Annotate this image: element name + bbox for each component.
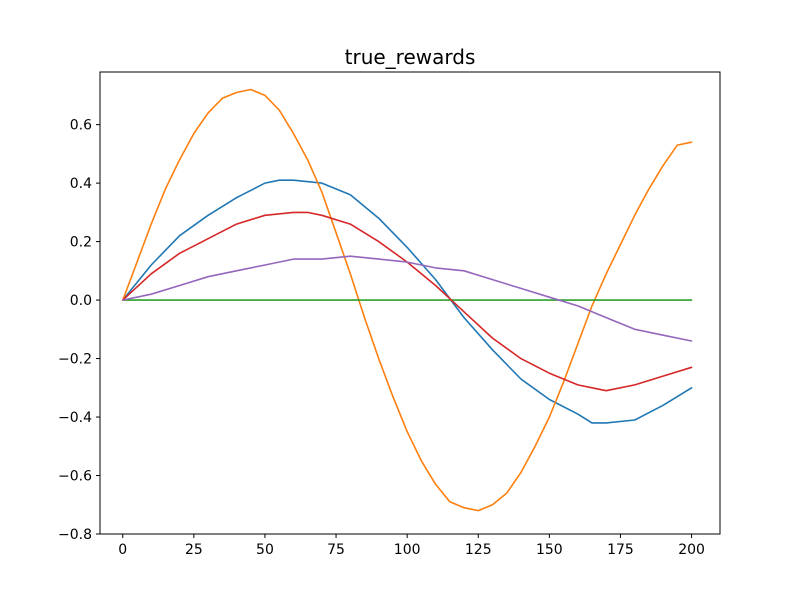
x-axis-ticks: 0 25 50 75 100 125 150 175 200 xyxy=(118,534,705,558)
chart-title: true_rewards xyxy=(345,45,476,69)
x-tick-label: 200 xyxy=(678,542,705,558)
x-tick-label: 75 xyxy=(327,542,345,558)
x-tick-label: 0 xyxy=(118,542,127,558)
y-tick-label: −0.6 xyxy=(58,469,92,485)
y-tick-label: 0.6 xyxy=(70,118,92,134)
x-tick-label: 125 xyxy=(465,542,492,558)
y-axis-ticks: −0.8 −0.6 −0.4 −0.2 0.0 0.2 0.4 0.6 xyxy=(58,118,100,543)
plot-area-frame xyxy=(99,71,721,535)
series-line-5 xyxy=(122,255,693,342)
y-tick-label: 0.0 xyxy=(70,293,92,309)
x-tick-label: 150 xyxy=(536,542,563,558)
x-tick-label: 25 xyxy=(185,542,203,558)
y-tick-label: 0.4 xyxy=(70,176,92,192)
series-line-2 xyxy=(122,88,693,512)
y-tick-label: −0.8 xyxy=(58,527,92,543)
y-tick-label: 0.2 xyxy=(70,235,92,251)
series-line-1 xyxy=(122,179,693,424)
x-tick-label: 50 xyxy=(256,542,274,558)
y-tick-label: −0.4 xyxy=(58,410,92,426)
x-tick-label: 175 xyxy=(607,542,634,558)
series-lines xyxy=(122,88,693,512)
x-tick-label: 100 xyxy=(394,542,421,558)
y-tick-label: −0.2 xyxy=(58,352,92,368)
